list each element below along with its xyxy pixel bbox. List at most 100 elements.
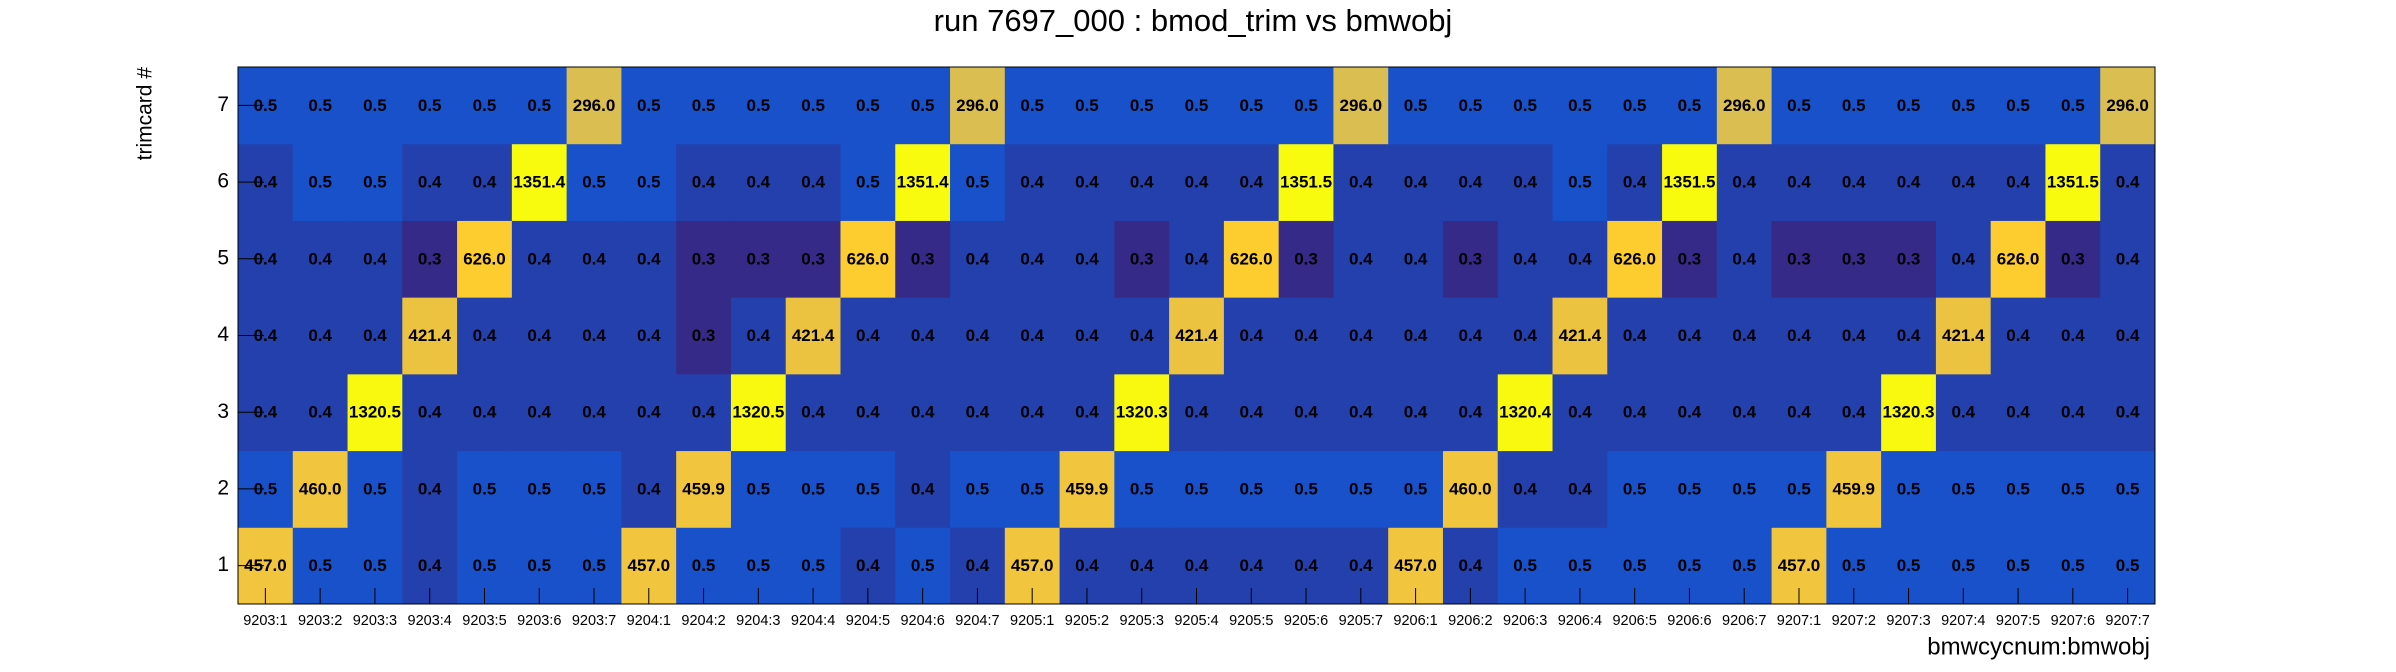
x-tick-label: 9205:2 [1065, 613, 1109, 629]
heatmap-cell [621, 297, 677, 375]
heatmap-cell [2045, 297, 2101, 375]
cell-label: 1351.4 [513, 173, 566, 192]
x-tick-label: 9206:7 [1722, 613, 1766, 629]
heatmap-cell [1333, 373, 1389, 452]
cell-label: 0.3 [1842, 249, 1866, 268]
cell-label: 0.5 [582, 173, 606, 192]
heatmap-cell [1388, 220, 1444, 298]
heatmap-cell [840, 67, 896, 145]
heatmap-cell [2045, 373, 2101, 452]
cell-label: 0.4 [1842, 173, 1866, 192]
cell-label: 0.4 [637, 326, 661, 345]
heatmap-cell [1881, 373, 1937, 452]
heatmap-cell [402, 220, 458, 298]
heatmap-cell [676, 297, 732, 375]
y-tick-label: 2 [217, 476, 229, 499]
heatmap-cell [402, 297, 458, 375]
cell-label: 0.5 [1568, 556, 1592, 575]
cell-label: 0.5 [692, 556, 716, 575]
heatmap-cell [1771, 143, 1827, 221]
x-tick-label: 9205:4 [1174, 613, 1218, 629]
cell-label: 421.4 [408, 326, 451, 345]
heatmap-cell [511, 450, 568, 528]
cell-label: 0.3 [1678, 249, 1702, 268]
cell-label: 459.9 [1832, 479, 1875, 498]
cell-label: 0.4 [527, 326, 551, 345]
cell-label: 0.4 [1732, 326, 1756, 345]
cell-label: 0.4 [254, 403, 278, 422]
heatmap-cell [1442, 67, 1499, 145]
heatmap-cell [676, 67, 732, 145]
cell-label: 0.4 [1787, 403, 1811, 422]
heatmap-cell [1169, 67, 1225, 145]
y-tick-label: 5 [217, 246, 229, 269]
cell-label: 0.5 [1513, 556, 1537, 575]
heatmap-cell [1826, 450, 1882, 528]
cell-label: 0.4 [1349, 249, 1373, 268]
cell-label: 0.4 [1404, 326, 1428, 345]
cell-label: 0.4 [1951, 249, 1975, 268]
cell-label: 0.5 [363, 173, 387, 192]
heatmap-cell [1881, 67, 1937, 145]
heatmap-cell [676, 220, 732, 298]
cell-label: 0.5 [2006, 479, 2030, 498]
heatmap-cell [2045, 143, 2101, 221]
cell-label: 0.5 [1732, 479, 1756, 498]
cell-label: 0.4 [1951, 403, 1975, 422]
cell-label: 0.4 [1787, 173, 1811, 192]
x-tick-label: 9205:6 [1284, 613, 1328, 629]
cell-label: 0.4 [801, 403, 825, 422]
cell-label: 296.0 [573, 96, 616, 115]
cell-label: 0.4 [1294, 556, 1318, 575]
heatmap-cell [1990, 373, 2046, 452]
cell-label: 0.4 [2116, 403, 2140, 422]
y-tick-label: 3 [217, 400, 229, 423]
heatmap-cell [2100, 373, 2156, 452]
heatmap-cell [895, 450, 951, 528]
cell-label: 457.0 [1394, 556, 1437, 575]
x-tick-label: 9207:7 [2105, 613, 2149, 629]
x-tick-label: 9204:2 [681, 613, 725, 629]
cell-label: 0.5 [308, 96, 332, 115]
heatmap-cell [1662, 297, 1718, 375]
x-tick-label: 9203:2 [298, 613, 342, 629]
cell-label: 0.4 [1842, 326, 1866, 345]
cell-label: 0.5 [801, 96, 825, 115]
heatmap-cell [950, 143, 1006, 221]
heatmap-cell [1826, 220, 1882, 298]
heatmap-cell [566, 220, 622, 298]
heatmap-cell [1990, 297, 2046, 375]
cell-label: 0.4 [308, 326, 332, 345]
cell-label: 0.4 [527, 249, 551, 268]
cell-label: 0.5 [582, 556, 606, 575]
cell-label: 460.0 [1449, 479, 1492, 498]
cell-label: 0.4 [418, 556, 442, 575]
cell-label: 1320.5 [732, 403, 784, 422]
cell-label: 0.4 [1075, 403, 1099, 422]
heatmap-cell [785, 143, 841, 221]
cell-label: 0.4 [856, 556, 880, 575]
heatmap-cell [950, 297, 1006, 375]
heatmap-cell [840, 297, 896, 375]
cell-label: 0.3 [692, 326, 716, 345]
cell-label: 0.5 [1678, 556, 1702, 575]
heatmap-cell [1442, 143, 1499, 221]
cell-label: 1320.5 [349, 403, 401, 422]
heatmap-cell [1552, 297, 1608, 375]
heatmap-cell [292, 297, 349, 375]
cell-label: 0.5 [2116, 479, 2140, 498]
heatmap-cell [840, 373, 896, 452]
heatmap-cell [895, 297, 951, 375]
heatmap-cell [1169, 450, 1225, 528]
cell-label: 0.4 [1513, 326, 1537, 345]
heatmap-cell [895, 373, 951, 452]
cell-label: 0.4 [1623, 403, 1647, 422]
heatmap-cell [785, 373, 841, 452]
cell-label: 0.4 [1513, 249, 1537, 268]
cell-label: 0.4 [966, 403, 990, 422]
cell-label: 457.0 [244, 556, 287, 575]
cell-label: 0.5 [473, 556, 497, 575]
x-axis-title: bmwcycnum:bmwobj [1927, 633, 2150, 660]
cell-label: 0.5 [1951, 96, 1975, 115]
heatmap-cell [1662, 67, 1718, 145]
